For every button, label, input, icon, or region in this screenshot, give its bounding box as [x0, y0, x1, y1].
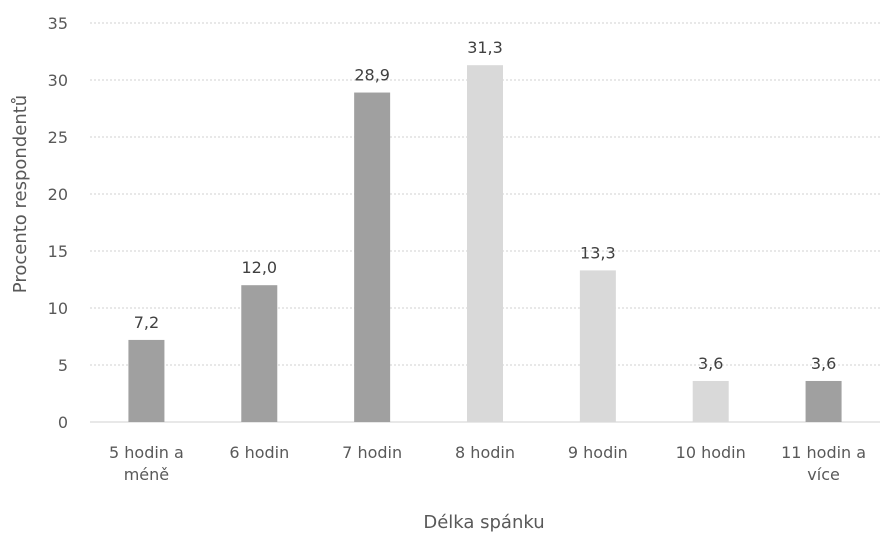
y-axis-title: Procento respondentů: [10, 95, 31, 293]
x-tick-label: 8 hodin: [455, 443, 515, 462]
y-tick-label: 5: [58, 356, 68, 375]
data-label: 7,2: [134, 313, 159, 332]
x-tick-label: 6 hodin: [229, 443, 289, 462]
bar: [579, 270, 616, 422]
x-tick-label: 11 hodin a: [781, 443, 866, 462]
x-axis-ticks: 5 hodin a méně 6 hodin 7 hodin 8 hodin 9 hodi…: [109, 443, 866, 484]
x-tick-label: 7 hodin: [342, 443, 402, 462]
bar: [241, 285, 278, 422]
x-tick-label: 9 hodin: [568, 443, 628, 462]
y-tick-label: 20: [48, 185, 68, 204]
x-tick-label: více: [807, 465, 840, 484]
x-tick-label: méně: [124, 465, 169, 484]
bar: [467, 65, 503, 423]
bars: [128, 65, 842, 423]
y-tick-label: 30: [48, 71, 68, 90]
x-axis-title: Délka spánku: [423, 512, 544, 533]
data-labels: 7,2 12,0 28,9 31,3 13,3 3,6 3,6: [134, 38, 837, 373]
data-label: 28,9: [354, 66, 390, 85]
x-tick-label: 5 hodin a: [109, 443, 184, 462]
y-tick-label: 35: [48, 14, 68, 33]
y-tick-label: 0: [58, 413, 68, 432]
data-label: 3,6: [811, 354, 836, 373]
y-tick-label: 10: [48, 299, 68, 318]
y-tick-label: 25: [48, 128, 68, 147]
data-label: 3,6: [698, 354, 723, 373]
data-label: 12,0: [241, 258, 277, 277]
bar: [354, 92, 391, 422]
bar: [128, 339, 165, 422]
bar: [805, 380, 842, 422]
data-label: 13,3: [580, 243, 616, 262]
data-label: 31,3: [467, 38, 503, 57]
y-axis-ticks: 0 5 10 15 20 25 30 35: [48, 14, 68, 432]
bar: [692, 380, 729, 422]
x-tick-label: 10 hodin: [676, 443, 746, 462]
y-tick-label: 15: [48, 242, 68, 261]
